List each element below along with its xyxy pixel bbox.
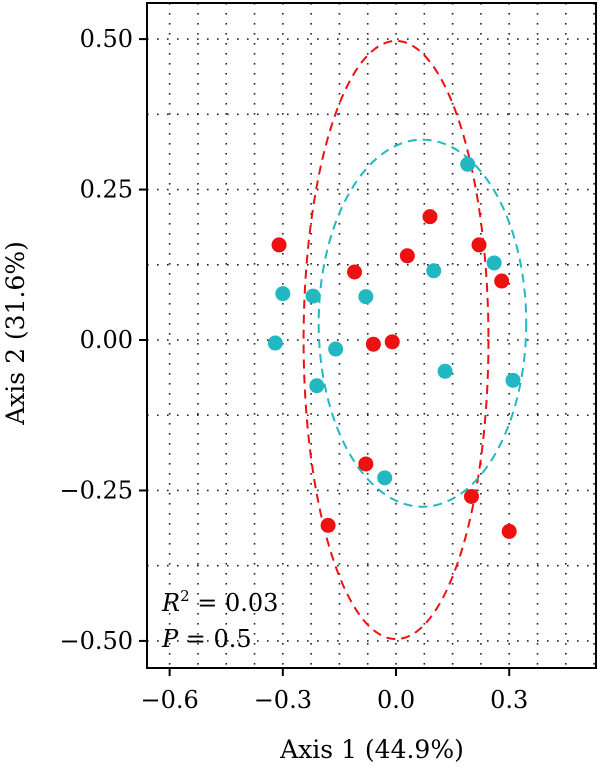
data-point-group-2 <box>505 372 521 388</box>
data-point-group-1 <box>494 273 510 289</box>
p-annotation: P = 0.5 <box>161 625 252 653</box>
data-point-group-2 <box>486 255 502 271</box>
data-point-group-2 <box>309 378 325 394</box>
x-tick-label: −0.3 <box>254 686 312 714</box>
data-point-group-2 <box>267 335 283 351</box>
y-tick-label: 0.50 <box>80 25 133 53</box>
r2-annotation: R2 = 0.03 <box>161 587 278 617</box>
axis-ticks: −0.6 −0.3 0.0 0.3 0.50 0.25 0.00 −0.25 −0.50 <box>59 25 528 714</box>
confidence-ellipses <box>302 39 528 641</box>
plot-area-frame <box>146 2 597 669</box>
data-point-group-1 <box>365 336 381 352</box>
y-tick-label: 0.25 <box>80 176 133 204</box>
data-point-group-1 <box>399 248 415 264</box>
data-point-group-1 <box>422 209 438 225</box>
data-point-group-1 <box>463 488 479 504</box>
data-point-group-2 <box>377 470 393 486</box>
x-axis-title: Axis 1 (44.9%) <box>279 735 464 764</box>
p-symbol: P <box>161 625 179 653</box>
grid-lines <box>147 3 596 668</box>
data-point-group-1 <box>347 264 363 280</box>
r2-superscript: 2 <box>180 587 190 605</box>
p-value: = 0.5 <box>178 625 252 653</box>
data-point-group-2 <box>460 156 476 172</box>
x-tick-label: −0.6 <box>140 686 198 714</box>
data-point-group-1 <box>271 237 287 253</box>
x-tick-label: 0.0 <box>377 686 415 714</box>
data-point-group-1 <box>501 523 517 539</box>
data-points <box>267 156 521 539</box>
data-point-group-2 <box>437 363 453 379</box>
data-point-group-1 <box>384 334 400 350</box>
y-axis-title: Axis 2 (31.6%) <box>1 241 30 426</box>
y-tick-label: −0.25 <box>59 476 133 504</box>
confidence-ellipse-2 <box>317 138 528 508</box>
data-point-group-2 <box>305 288 321 304</box>
data-point-group-1 <box>320 517 336 533</box>
data-point-group-2 <box>358 289 374 305</box>
y-tick-label: −0.50 <box>59 627 133 655</box>
data-point-group-2 <box>426 263 442 279</box>
r2-symbol: R <box>161 589 180 617</box>
r2-value: = 0.03 <box>190 589 279 617</box>
data-point-group-2 <box>328 341 344 357</box>
data-point-group-1 <box>471 237 487 253</box>
y-tick-label: 0.00 <box>80 326 133 354</box>
data-point-group-2 <box>275 286 291 302</box>
x-tick-label: 0.3 <box>490 686 528 714</box>
data-point-group-1 <box>358 456 374 472</box>
